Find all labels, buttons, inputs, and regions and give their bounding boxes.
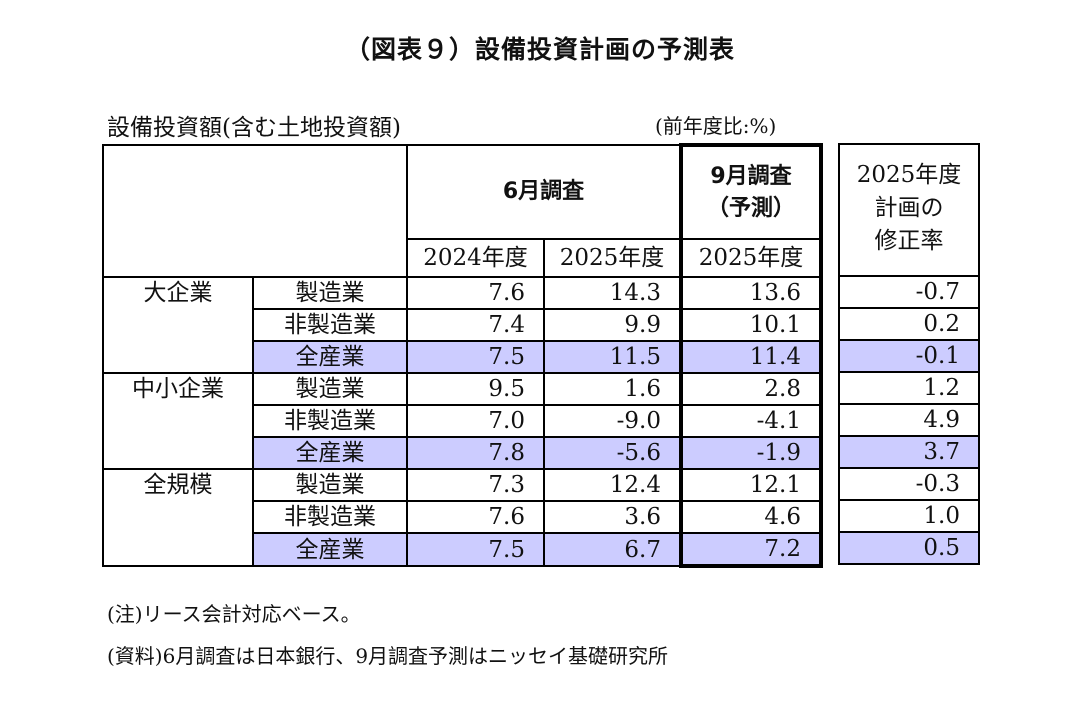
value-june-2025: -9.0 [543, 404, 682, 438]
value-revision: 1.2 [838, 371, 980, 405]
table-row: 非製造業 7.6 3.6 4.6 [103, 500, 823, 534]
page-title: （図表９）設備投資計画の予測表 [344, 35, 735, 64]
header-revision-line3: 修正率 [874, 228, 944, 254]
header-june-survey: 6月調査 [406, 144, 682, 240]
value-sept-2025: 13.6 [679, 276, 823, 310]
revision-row: 0.2 [838, 307, 980, 341]
header-corner [102, 144, 408, 278]
value-june-2025: 9.9 [543, 308, 682, 342]
value-revision: -0.3 [838, 467, 980, 501]
group-label: 大企業 [102, 276, 254, 374]
value-june-2025: 3.6 [543, 500, 682, 534]
header-sept-survey: 9月調査 （予測） [679, 143, 823, 240]
value-june-2025: -5.6 [543, 436, 682, 470]
table-row: 大企業 製造業 7.6 14.3 13.6 [102, 276, 823, 374]
value-sept-2025: 12.1 [679, 468, 823, 502]
revision-row: -0.3 [838, 467, 980, 501]
value-revision: 3.7 [838, 435, 980, 469]
header-fy2025-sept: 2025年度 [679, 238, 823, 278]
source-note: (資料)6月調査は日本銀行、9月調査予測はニッセイ基礎研究所 [107, 644, 669, 668]
value-sept-2025: -4.1 [679, 404, 823, 438]
unit-label: (前年度比:%) [655, 114, 777, 138]
table-row: 中小企業 製造業 9.5 1.6 2.8 [102, 372, 823, 470]
value-june-2025: 14.3 [543, 276, 682, 310]
industry-label: 製造業 [252, 372, 408, 406]
value-june-2024: 7.5 [406, 532, 545, 567]
value-revision: 0.2 [838, 307, 980, 341]
value-sept-2025: 7.2 [679, 532, 823, 568]
capex-forecast-table: 6月調査 9月調査 （予測） 2024年度 2025年度 2025年度 大企業製… [102, 143, 823, 568]
footnote: (注)リース会計対応ベース。 [107, 602, 361, 626]
revision-row: 1.2 [838, 371, 980, 405]
revision-row: 4.9 [838, 403, 980, 437]
revision-row: -0.7 [838, 275, 980, 309]
value-revision: 4.9 [838, 403, 980, 437]
header-sept-survey-line2: （予測） [706, 195, 795, 221]
revision-table: 2025年度 計画の 修正率 -0.7 0.2 -0.1 1.2 4.9 3.7 -0.3 1… [838, 143, 980, 565]
table-row: 全産業 7.5 6.7 7.2 [103, 532, 823, 568]
value-june-2024: 7.5 [406, 340, 545, 374]
header-revision-line1: 2025年度 [856, 162, 962, 188]
header-fy2024: 2024年度 [406, 238, 545, 278]
value-june-2024: 7.6 [406, 276, 545, 310]
header-revision-line2: 計画の [874, 195, 944, 221]
value-june-2025: 1.6 [543, 372, 682, 406]
industry-label: 全産業 [252, 436, 408, 470]
table-caption: 設備投資額(含む土地投資額) [107, 115, 401, 141]
value-june-2024: 7.0 [406, 404, 545, 438]
revision-row: 3.7 [838, 435, 980, 469]
table-row: 全産業 7.5 11.5 11.4 [103, 340, 823, 374]
value-revision: -0.1 [838, 339, 980, 373]
header-revision-rate: 2025年度 計画の 修正率 [838, 143, 980, 277]
value-sept-2025: 4.6 [679, 500, 823, 534]
value-sept-2025: -1.9 [679, 436, 823, 470]
table-row: 全産業 7.8 -5.6 -1.9 [103, 436, 823, 470]
revision-row: -0.1 [838, 339, 980, 373]
value-june-2024: 9.5 [406, 372, 545, 406]
industry-label: 非製造業 [252, 500, 408, 534]
revision-row: 1.0 [838, 499, 980, 533]
table-row: 非製造業 7.0 -9.0 -4.1 [103, 404, 823, 438]
industry-label: 製造業 [252, 468, 408, 502]
value-june-2025: 6.7 [543, 532, 682, 567]
value-sept-2025: 2.8 [679, 372, 823, 406]
industry-label: 製造業 [252, 276, 408, 310]
header-fy2025-june: 2025年度 [543, 238, 682, 278]
group-label: 中小企業 [102, 372, 254, 470]
revision-row: 0.5 [838, 531, 980, 565]
value-june-2025: 11.5 [543, 340, 682, 374]
industry-label: 非製造業 [252, 308, 408, 342]
table-row: 非製造業 7.4 9.9 10.1 [103, 308, 823, 342]
value-june-2024: 7.8 [406, 436, 545, 470]
value-sept-2025: 11.4 [679, 340, 823, 374]
industry-label: 全産業 [252, 340, 408, 374]
header-sept-survey-line1: 9月調査 [710, 163, 792, 189]
value-sept-2025: 10.1 [679, 308, 823, 342]
value-june-2025: 12.4 [543, 468, 682, 502]
value-june-2024: 7.3 [406, 468, 545, 502]
value-revision: 1.0 [838, 499, 980, 533]
value-june-2024: 7.4 [406, 308, 545, 342]
value-revision: 0.5 [838, 531, 980, 565]
industry-label: 非製造業 [252, 404, 408, 438]
industry-label: 全産業 [252, 532, 408, 567]
table-row: 全規模 製造業 7.3 12.4 12.1 [102, 468, 823, 567]
group-label: 全規模 [102, 468, 254, 567]
value-revision: -0.7 [838, 275, 980, 309]
value-june-2024: 7.6 [406, 500, 545, 534]
